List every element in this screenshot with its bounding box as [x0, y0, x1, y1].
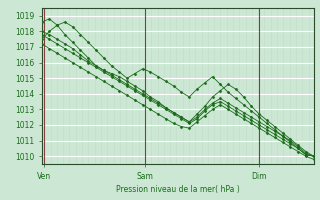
- X-axis label: Pression niveau de la mer( hPa ): Pression niveau de la mer( hPa ): [116, 185, 239, 194]
